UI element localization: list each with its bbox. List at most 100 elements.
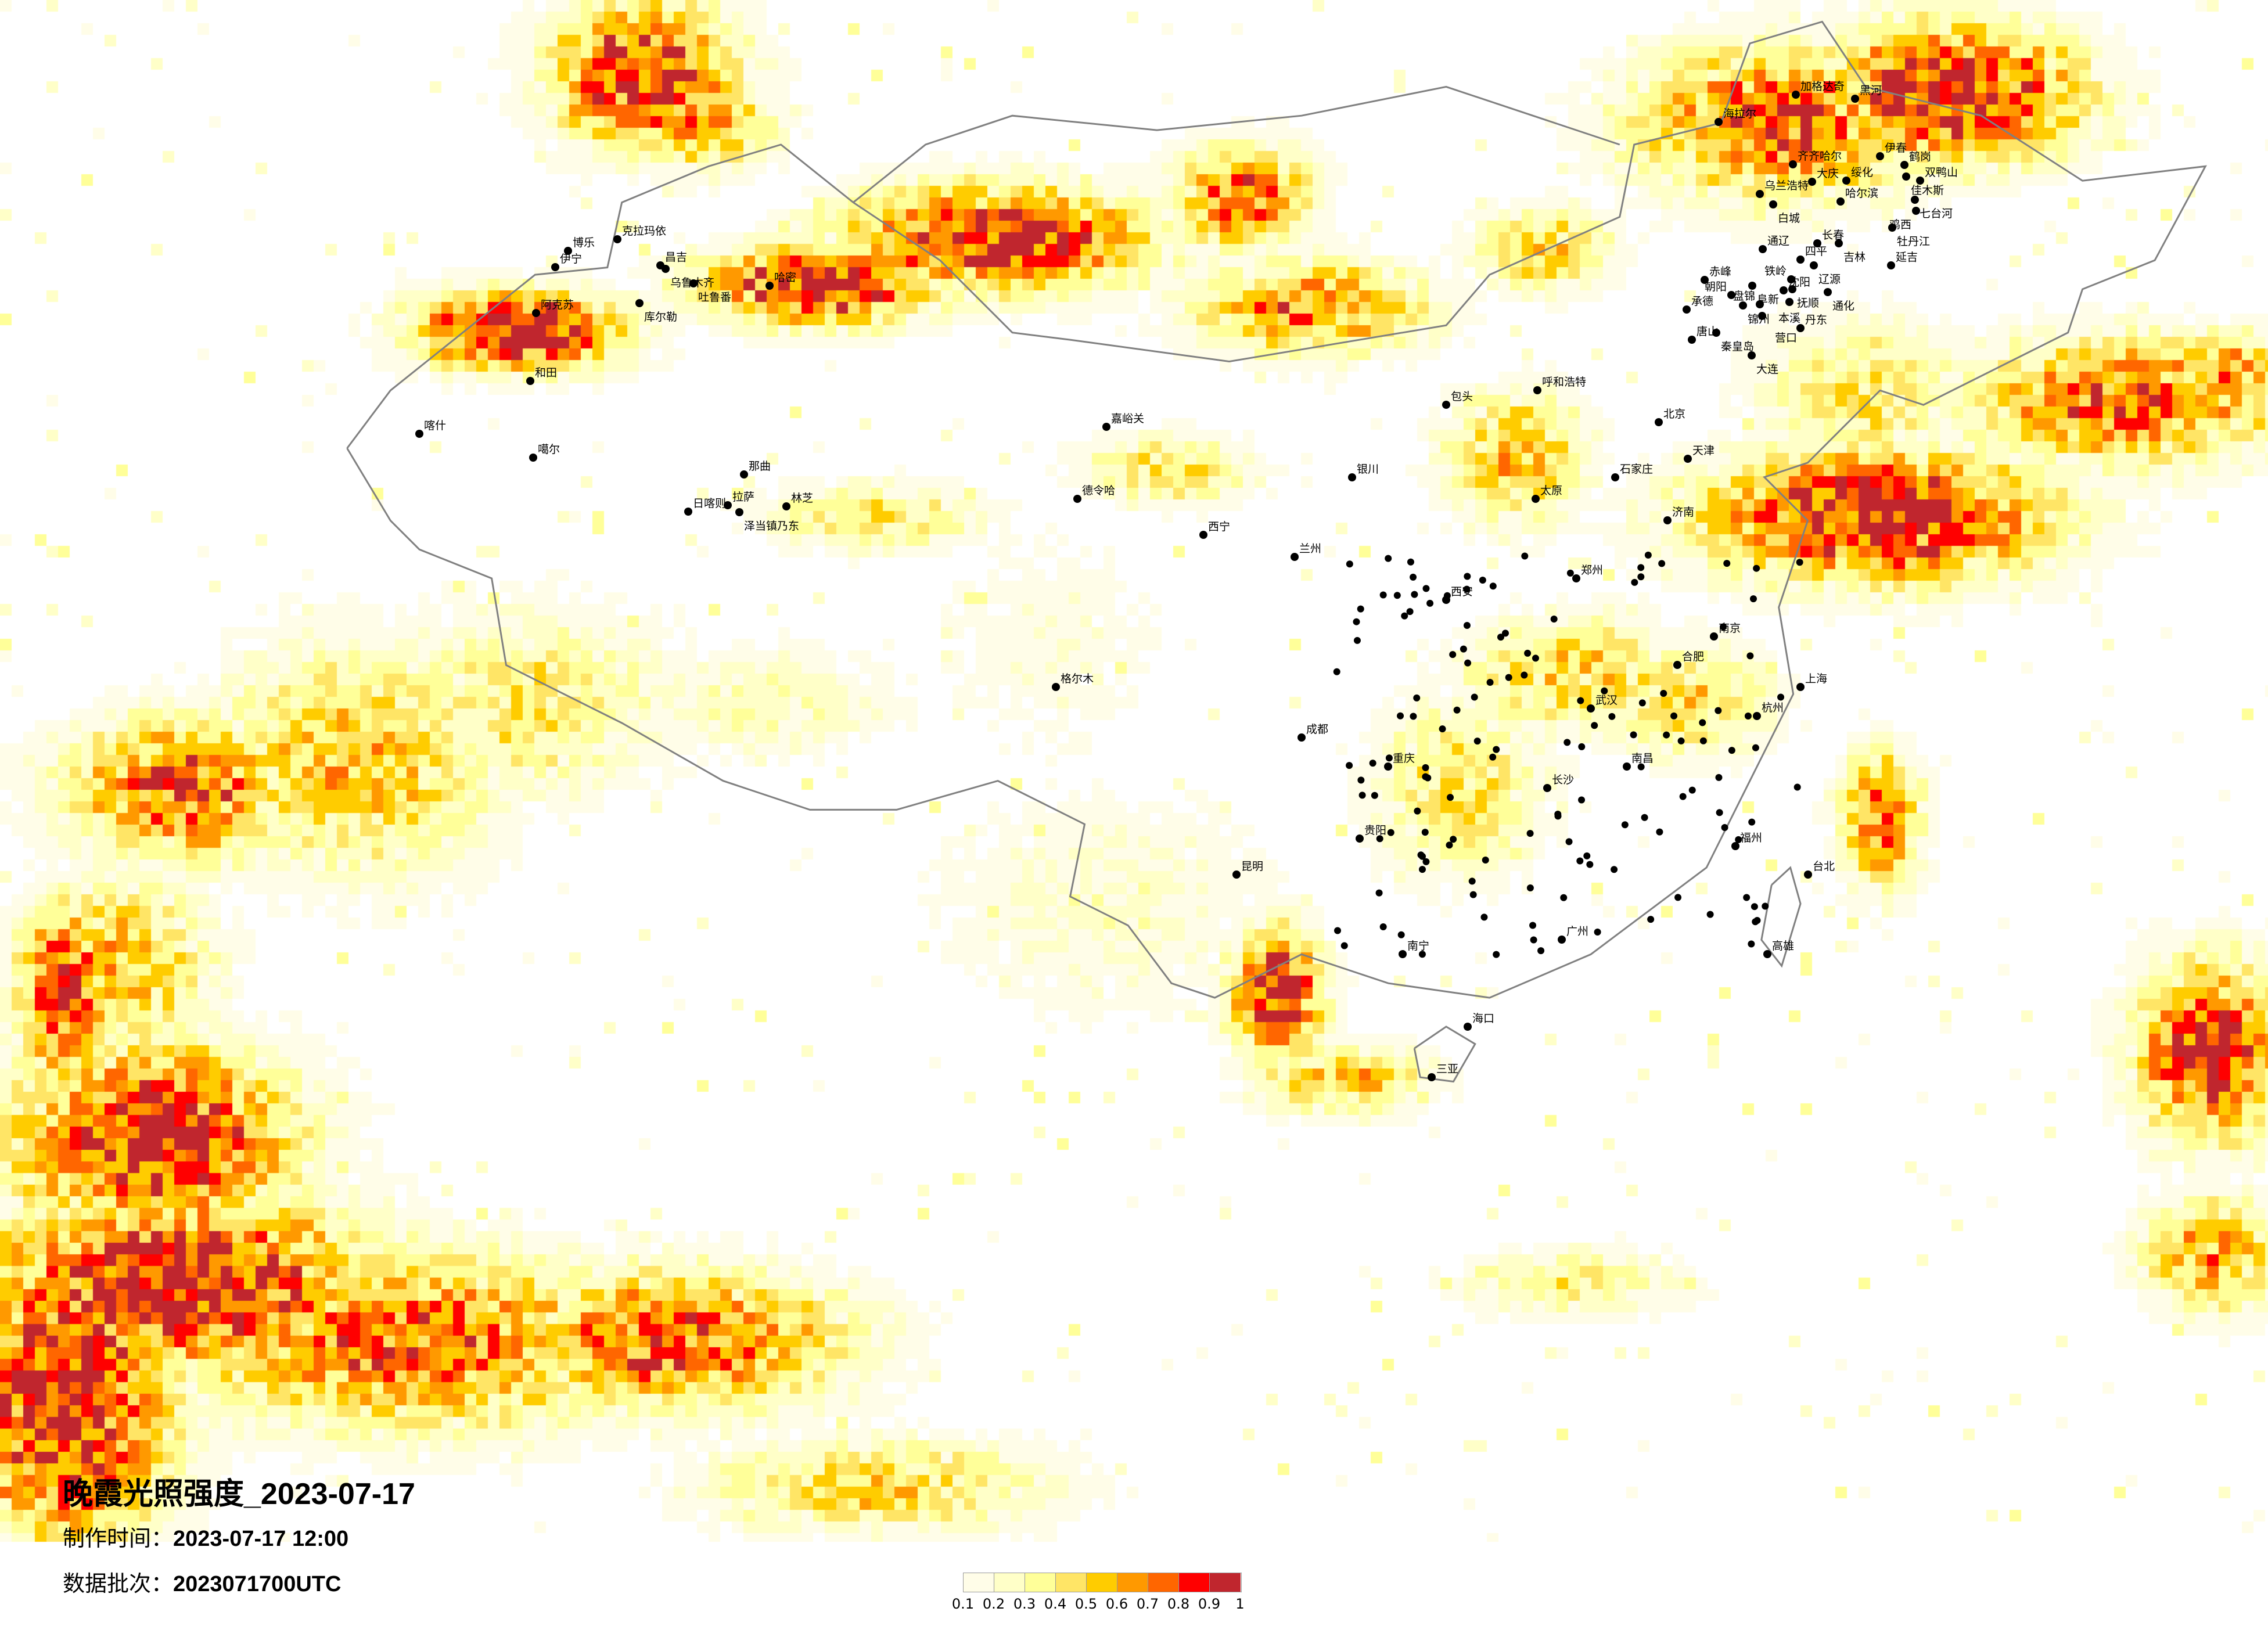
city-dot	[740, 470, 748, 479]
city-label: 南宁	[1407, 940, 1429, 952]
city-dot	[1453, 706, 1461, 714]
city-dot	[1752, 918, 1759, 926]
city-label: 通化	[1832, 300, 1854, 312]
data-batch-label: 数据批次：	[63, 1572, 174, 1596]
city-dot	[1796, 256, 1805, 264]
city-dot	[1796, 559, 1803, 566]
city-dot	[1900, 161, 1908, 169]
city-dot	[1727, 291, 1735, 299]
city-dot	[1835, 239, 1843, 247]
city-dot	[1663, 516, 1672, 524]
city-dot	[1543, 784, 1551, 792]
city-label: 大连	[1756, 363, 1778, 376]
city-label: 拉萨	[732, 491, 754, 503]
data-batch-value: 2023071700UTC	[173, 1572, 342, 1596]
data-batch: 数据批次：2023071700UTC	[63, 1566, 341, 1598]
city-label: 大庆	[1817, 167, 1839, 180]
city-dot	[1419, 852, 1426, 860]
city-dot	[1796, 683, 1805, 691]
city-dot	[1489, 753, 1497, 761]
legend-tick-label: 0.4	[1044, 1596, 1067, 1612]
city-dot	[1887, 261, 1895, 269]
city-dot	[1744, 713, 1752, 720]
border-line	[1760, 866, 1802, 968]
production-time-value: 2023-07-17 12:00	[173, 1527, 349, 1551]
city-dot	[1537, 947, 1545, 955]
city-dot	[1637, 573, 1645, 581]
city-dot	[1759, 245, 1767, 253]
legend-swatch	[964, 1573, 994, 1592]
city-dot	[1439, 725, 1446, 733]
city-label: 牡丹江	[1897, 235, 1930, 248]
city-dot	[1583, 852, 1591, 859]
city-dot	[1489, 582, 1497, 590]
legend-tick-label: 0.9	[1198, 1596, 1221, 1612]
city-dot	[1637, 763, 1645, 771]
city-label: 白城	[1778, 212, 1800, 225]
legend-swatch	[1056, 1573, 1087, 1592]
city-dot	[1357, 605, 1364, 613]
city-dot	[1297, 733, 1306, 742]
city-label: 锦州	[1748, 313, 1770, 326]
city-dot	[1748, 818, 1756, 826]
city-dot	[1796, 324, 1805, 332]
city-dot	[1560, 894, 1568, 901]
city-label: 三亚	[1436, 1063, 1458, 1075]
city-dot	[1521, 671, 1528, 679]
city-label: 嘉峪关	[1111, 412, 1144, 425]
city-dot	[1529, 922, 1537, 929]
city-label: 天津	[1692, 444, 1715, 457]
city-dot	[1769, 200, 1777, 208]
city-dot	[1463, 585, 1471, 593]
city-label: 成都	[1306, 723, 1328, 736]
city-label: 七台河	[1920, 207, 1953, 220]
legend-swatch	[994, 1573, 1025, 1592]
city-dot	[1777, 693, 1785, 701]
city-dot	[1916, 177, 1924, 185]
city-dot	[1410, 573, 1417, 581]
legend-tick-label: 0.1	[951, 1596, 975, 1612]
city-dot	[1418, 951, 1426, 958]
city-label: 博乐	[573, 236, 595, 249]
city-dot	[1715, 118, 1723, 126]
city-dot	[1471, 693, 1478, 701]
city-label: 黑河	[1860, 84, 1882, 97]
city-dot	[1660, 690, 1667, 697]
city-dot	[1748, 282, 1756, 290]
city-dot	[1353, 618, 1360, 625]
city-label: 银川	[1357, 463, 1379, 476]
city-dot	[1912, 207, 1920, 215]
city-dot	[1468, 877, 1476, 885]
city-dot	[1753, 564, 1760, 572]
city-dot	[1446, 841, 1453, 849]
city-dot	[1348, 473, 1356, 481]
city-dot	[1638, 699, 1646, 707]
production-time-label: 制作时间：	[63, 1527, 174, 1551]
city-label: 格尔木	[1061, 672, 1094, 685]
city-dot	[1792, 91, 1800, 99]
city-dot	[1748, 940, 1755, 948]
city-dot	[1464, 573, 1471, 580]
city-dot	[1422, 764, 1429, 771]
city-dot	[1644, 551, 1652, 559]
city-dot	[1346, 762, 1353, 769]
city-dot	[1723, 560, 1731, 567]
city-dot	[1401, 612, 1408, 620]
city-label: 延吉	[1896, 251, 1918, 264]
city-dot	[1397, 931, 1405, 938]
city-dot	[1533, 386, 1541, 394]
city-dot	[662, 265, 670, 273]
city-dot	[1426, 599, 1434, 607]
city-label: 吉林	[1843, 251, 1866, 264]
city-label: 福州	[1740, 832, 1762, 844]
city-dot	[735, 508, 743, 516]
city-dot	[689, 279, 698, 287]
city-dot	[1902, 172, 1910, 181]
city-dot	[1731, 842, 1739, 850]
city-dot	[1357, 776, 1365, 784]
city-dot	[1746, 652, 1754, 660]
city-dot	[1679, 793, 1687, 800]
city-dot	[1291, 553, 1299, 561]
city-label: 赤峰	[1709, 265, 1731, 278]
city-label: 长春	[1822, 229, 1844, 242]
